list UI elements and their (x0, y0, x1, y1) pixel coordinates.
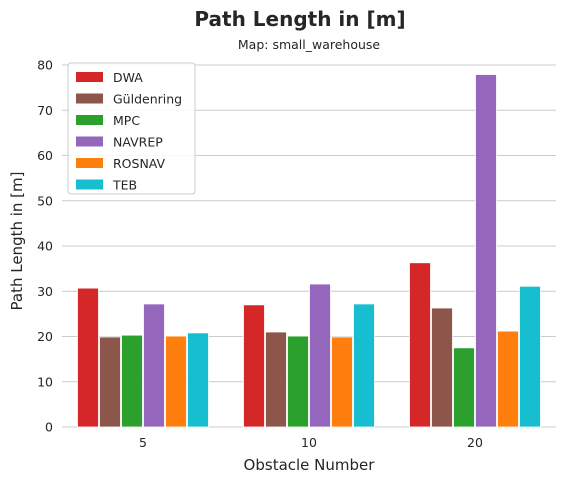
y-tick-label: 80 (37, 58, 53, 73)
legend-entry: MPC (113, 113, 140, 128)
bar-g-ldenring-20 (431, 307, 453, 428)
bar-dwa-20 (409, 262, 431, 428)
bar-g-ldenring-5 (99, 336, 121, 428)
legend-swatch (76, 72, 103, 82)
chart-title: Path Length in [m] (194, 7, 405, 31)
legend-entry: DWA (113, 70, 143, 85)
bar-teb-10 (353, 303, 375, 428)
legend-swatch (76, 136, 103, 147)
chart-subtitle: Map: small_warehouse (238, 37, 381, 52)
bar-mpc-20 (453, 347, 475, 428)
bar-rosnav-5 (165, 335, 187, 428)
y-tick-label: 60 (37, 148, 53, 163)
bar-rosnav-20 (497, 330, 519, 428)
legend-swatch (76, 93, 103, 104)
y-tick-label: 0 (45, 420, 53, 435)
x-axis-ticks: 5 10 20 (139, 435, 483, 450)
legend-entry: NAVREP (113, 135, 163, 150)
y-tick-label: 40 (37, 239, 53, 254)
y-axis-label: Path Length in [m] (8, 172, 26, 311)
y-tick-label: 70 (37, 103, 53, 118)
bar-dwa-10 (243, 304, 265, 428)
bar-mpc-5 (121, 334, 143, 428)
legend-entry: Güldenring (113, 92, 182, 107)
y-tick-label: 20 (37, 329, 53, 344)
y-tick-label: 30 (37, 284, 53, 299)
x-tick-label: 20 (467, 435, 483, 450)
bar-teb-20 (519, 285, 541, 428)
bars (77, 74, 541, 428)
legend-entry: ROSNAV (113, 156, 166, 171)
bar-g-ldenring-10 (265, 331, 287, 428)
bar-mpc-10 (287, 335, 309, 428)
y-tick-label: 50 (37, 193, 53, 208)
x-tick-label: 5 (139, 435, 147, 450)
bar-navrep-10 (309, 283, 331, 428)
legend: DWA Güldenring MPC NAVREP ROSNAV TEB (67, 62, 196, 195)
y-axis-ticks: 0 10 20 30 40 50 60 70 80 (37, 58, 53, 435)
bar-navrep-20 (475, 74, 497, 428)
bar-dwa-5 (77, 287, 99, 428)
y-tick-label: 10 (37, 374, 53, 389)
x-axis-label: Obstacle Number (244, 456, 376, 474)
legend-entry: TEB (112, 178, 137, 193)
legend-swatch (76, 179, 103, 190)
legend-swatch (76, 158, 103, 168)
bar-rosnav-10 (331, 336, 353, 428)
legend-swatch (76, 115, 103, 125)
bar-navrep-5 (143, 303, 165, 428)
bar-teb-5 (187, 332, 209, 428)
x-tick-label: 10 (301, 435, 317, 450)
